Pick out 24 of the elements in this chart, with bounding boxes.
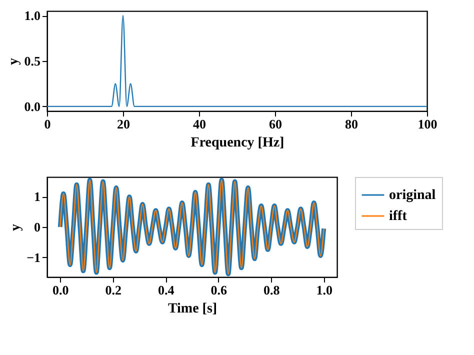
- x-tick-label: 20: [117, 116, 130, 132]
- y-axis-title: y: [6, 58, 22, 65]
- x-tick-label: 0: [44, 116, 51, 132]
- x-tick-label: 40: [193, 116, 206, 132]
- x-tick-label: 80: [345, 116, 358, 132]
- y-tick-label: 0.5: [24, 54, 41, 68]
- y-tick-label: 0: [34, 220, 40, 234]
- y-tick-label: 1.0: [24, 8, 40, 24]
- x-tick-label: 1.0: [316, 282, 332, 298]
- x-tick-label: 0.2: [105, 282, 122, 298]
- y-tick-label: 1: [34, 189, 40, 204]
- x-axis-title: Frequency [Hz]: [190, 136, 284, 150]
- x-axis-title: Time [s]: [168, 302, 218, 316]
- y-axis-title: y: [8, 224, 24, 231]
- x-tick-label: 0.6: [210, 282, 228, 298]
- legend-label: original: [389, 188, 436, 203]
- legend-label: ifft: [389, 209, 408, 224]
- x-tick-label: 100: [418, 116, 438, 132]
- x-tick-label: 60: [269, 116, 282, 132]
- y-tick-label: 0.0: [24, 98, 40, 114]
- x-tick-label: 0.4: [158, 282, 175, 298]
- x-tick-label: 0.0: [52, 282, 69, 298]
- y-tick-label: −1: [26, 250, 40, 265]
- x-tick-label: 0.8: [263, 282, 280, 298]
